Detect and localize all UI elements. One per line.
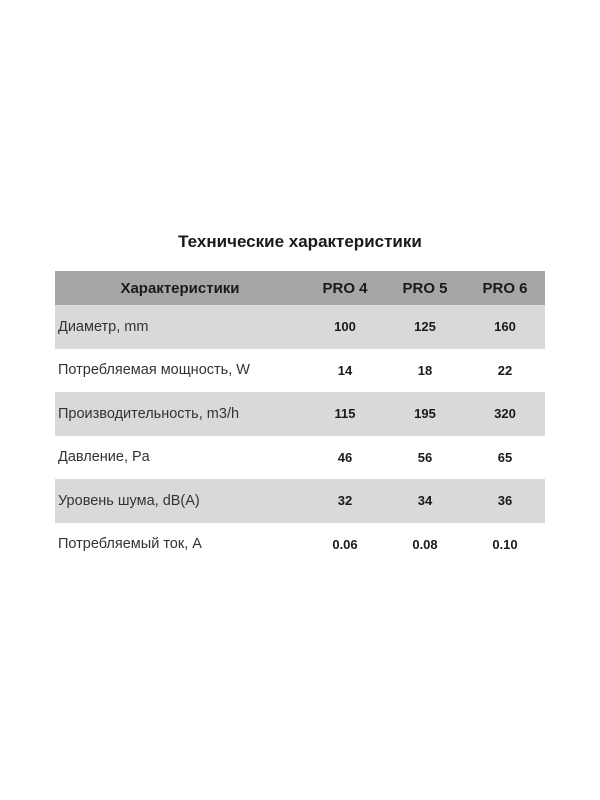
cell-value: 115: [305, 392, 385, 436]
table-row: Производительность, m3/h 115 195 320: [55, 392, 545, 436]
row-label: Давление, Pa: [58, 449, 150, 466]
cell-value: 46: [337, 449, 353, 465]
table-row: Потребляемая мощность, W 14 18 22: [55, 349, 545, 393]
cell-value: 195: [385, 392, 465, 436]
cell-value: 0.06: [332, 536, 358, 552]
column-header: PRO 4: [305, 271, 385, 305]
row-label: Уровень шума, dB(A): [55, 479, 305, 523]
cell-value: 22: [497, 362, 513, 378]
cell-value: 320: [465, 392, 545, 436]
cell-value: 160: [465, 305, 545, 349]
table-row: Уровень шума, dB(A) 32 34 36: [55, 479, 545, 523]
table-row: Потребляемый ток, A 0.06 0.08 0.10: [55, 523, 545, 567]
row-label: Потребляемая мощность, W: [58, 362, 250, 379]
cell-value: 14: [337, 362, 353, 378]
cell-value: 100: [305, 305, 385, 349]
cell-value: 34: [385, 479, 465, 523]
cell-value: 0.10: [492, 536, 518, 552]
table-header-row: Характеристики PRO 4 PRO 5 PRO 6: [55, 271, 545, 305]
cell-value: 56: [417, 449, 433, 465]
row-label: Производительность, m3/h: [55, 392, 305, 436]
cell-value: 125: [385, 305, 465, 349]
cell-value: 36: [465, 479, 545, 523]
column-header: Характеристики: [55, 271, 305, 305]
cell-value: 0.08: [412, 536, 438, 552]
cell-value: 65: [497, 449, 513, 465]
column-header: PRO 5: [385, 271, 465, 305]
cell-value: 32: [305, 479, 385, 523]
table-row: Давление, Pa 46 56 65: [55, 436, 545, 480]
specs-table: Характеристики PRO 4 PRO 5 PRO 6 Диаметр…: [55, 271, 545, 566]
row-label: Потребляемый ток, A: [58, 536, 202, 553]
cell-value: 18: [417, 362, 433, 378]
table-row: Диаметр, mm 100 125 160: [55, 305, 545, 349]
column-header: PRO 6: [465, 271, 545, 305]
page-title: Технические характеристики: [178, 232, 422, 251]
row-label: Диаметр, mm: [55, 305, 305, 349]
